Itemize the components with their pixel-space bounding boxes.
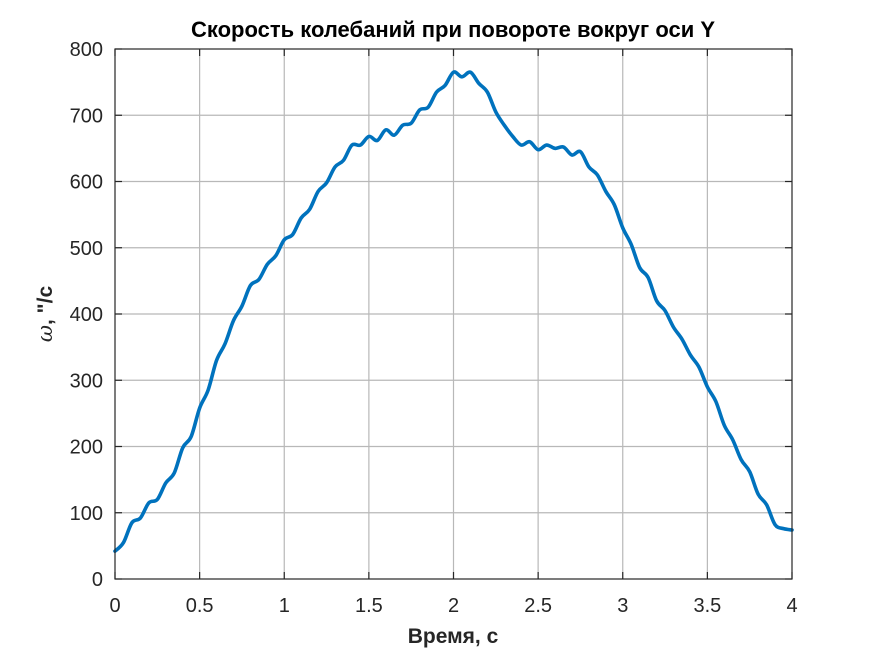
y-tick-label: 400 xyxy=(70,304,103,326)
x-tick-label: 2.5 xyxy=(524,595,552,617)
y-tick-label: 600 xyxy=(70,172,103,194)
y-tick-label: 300 xyxy=(70,370,103,392)
y-tick-label: 0 xyxy=(92,569,103,591)
series-group xyxy=(113,70,794,553)
x-tick-label: 3 xyxy=(617,595,628,617)
x-tick-label: 1 xyxy=(279,595,290,617)
series-line xyxy=(113,70,794,553)
x-tick-label: 0.5 xyxy=(186,595,214,617)
y-tick-label: 200 xyxy=(70,437,103,459)
y-axis-label: ω, "/с xyxy=(33,286,57,343)
x-tick-label: 1.5 xyxy=(355,595,383,617)
y-tick-label: 100 xyxy=(70,503,103,525)
grid xyxy=(115,49,792,579)
x-tick-label: 3.5 xyxy=(693,595,721,617)
x-tick-label: 2 xyxy=(448,595,459,617)
y-tick-label: 500 xyxy=(70,238,103,260)
y-axis-units: , "/с xyxy=(34,286,57,325)
x-tick-label: 4 xyxy=(786,595,797,617)
y-axis-symbol: ω xyxy=(33,325,57,342)
x-axis-label: Время, с xyxy=(408,625,499,648)
x-tick-label: 0 xyxy=(109,595,120,617)
chart-title: Скорость колебаний при повороте вокруг о… xyxy=(191,17,715,42)
ticks: 0 0.5 1 1.5 2 2.5 3 3.5 4 0 100 200 300 400 500 600 700 8… xyxy=(70,39,798,617)
y-tick-label: 800 xyxy=(70,39,103,61)
y-tick-label: 700 xyxy=(70,105,103,127)
